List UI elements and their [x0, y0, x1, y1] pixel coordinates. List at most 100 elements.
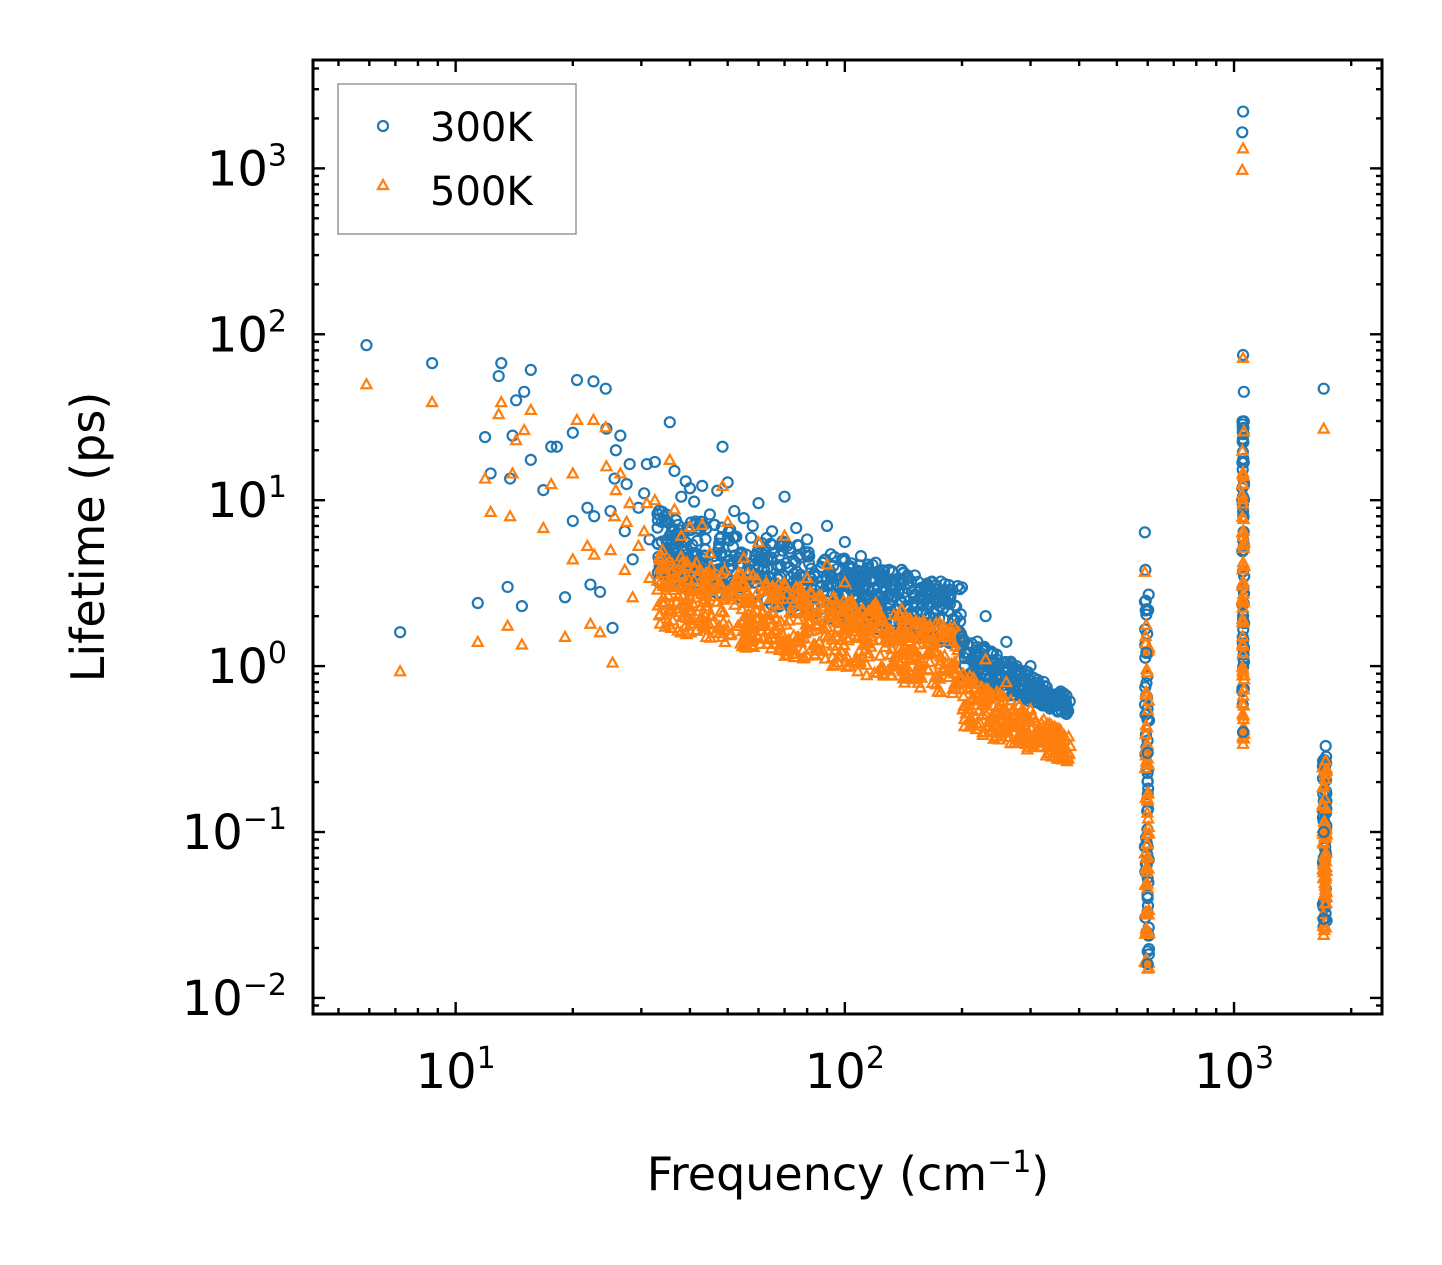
band-point-500k: [722, 627, 737, 641]
band-point-300k: [1236, 421, 1249, 435]
band-point-500k: [893, 628, 908, 641]
band-point-300k: [1027, 695, 1040, 708]
legend-box: [337, 83, 577, 235]
band-point-500k: [892, 640, 907, 654]
band-point-300k: [665, 525, 679, 538]
data-point-500k: [1049, 736, 1064, 749]
band-point-500k: [802, 603, 817, 616]
band-point-500k: [716, 605, 731, 618]
data-point-300k: [609, 444, 622, 457]
band-point-300k: [926, 592, 940, 605]
band-point-300k: [1031, 683, 1044, 696]
data-point-500k: [631, 538, 646, 552]
band-point-500k: [956, 666, 970, 679]
data-point-300k: [728, 504, 741, 518]
band-point-500k: [679, 626, 694, 640]
band-point-500k: [1236, 668, 1251, 681]
band-point-500k: [845, 620, 859, 633]
data-point-500k: [894, 602, 909, 615]
x-axis-label: Frequency (cm−1): [647, 1145, 1050, 1201]
data-point-500k: [695, 517, 710, 530]
band-point-500k: [1316, 796, 1330, 810]
data-point-500k: [1137, 564, 1152, 577]
band-point-300k: [1140, 603, 1153, 616]
band-point-300k: [1026, 684, 1039, 697]
data-point-300k: [1317, 382, 1330, 395]
band-point-500k: [820, 619, 834, 633]
data-point-500k: [1316, 927, 1331, 940]
band-point-500k: [696, 618, 710, 632]
band-point-500k: [673, 625, 688, 638]
band-point-300k: [695, 515, 708, 528]
data-point-300k: [1024, 660, 1037, 673]
legend-label-500k: 500K: [430, 169, 534, 215]
data-point-500k: [1237, 424, 1251, 437]
band-point-500k: [714, 580, 729, 593]
band-point-300k: [879, 582, 892, 595]
data-point-300k: [566, 514, 579, 528]
band-point-300k: [955, 581, 969, 594]
data-point-500k: [1236, 468, 1251, 482]
axis-tick-labels: 101 102 103 10−2 10−1 100 101 102 103: [182, 138, 1274, 1100]
data-point-500k: [1236, 141, 1250, 154]
band-point-500k: [1142, 902, 1156, 916]
band-point-500k: [995, 725, 1010, 738]
data-point-500k: [580, 538, 595, 552]
band-point-500k: [1046, 748, 1061, 761]
data-point-300k: [1141, 957, 1154, 971]
band-point-500k: [1004, 719, 1018, 732]
data-point-500k: [720, 514, 735, 527]
data-point-300k: [599, 382, 612, 395]
band-point-500k: [1236, 523, 1251, 536]
band-point-300k: [938, 577, 951, 591]
data-point-300k: [1000, 635, 1013, 648]
data-point-300k: [716, 440, 729, 453]
band-point-500k: [840, 622, 855, 636]
data-point-500k: [619, 514, 634, 527]
y-tick-label: 101: [207, 470, 287, 529]
data-point-500k: [515, 637, 529, 650]
data-point-300k: [626, 553, 639, 566]
data-point-300k: [588, 510, 601, 523]
band-point-500k: [887, 657, 901, 671]
band-point-500k: [772, 642, 787, 655]
band-point-500k: [902, 671, 917, 684]
data-point-500k: [570, 412, 584, 425]
band-point-500k: [1236, 698, 1251, 711]
band-point-300k: [660, 533, 673, 547]
band-point-500k: [902, 628, 917, 642]
band-point-500k: [710, 594, 724, 607]
band-point-500k: [925, 675, 940, 688]
band-point-300k: [893, 577, 906, 590]
band-point-500k: [1318, 771, 1332, 785]
data-point-300k: [1050, 694, 1063, 707]
band-point-500k: [750, 572, 765, 585]
band-point-500k: [800, 648, 815, 661]
data-point-300k: [501, 580, 514, 594]
band-point-300k: [997, 664, 1010, 677]
band-point-500k: [667, 568, 682, 582]
band-point-500k: [898, 622, 913, 635]
band-point-500k: [705, 583, 720, 596]
band-point-500k: [986, 698, 1001, 711]
band-point-500k: [683, 612, 698, 626]
band-point-500k: [802, 623, 817, 637]
band-point-500k: [824, 607, 839, 620]
data-point-500k: [1023, 701, 1038, 715]
data-point-500k: [603, 542, 618, 556]
band-point-500k: [738, 609, 752, 622]
data-point-500k: [937, 624, 952, 638]
data-point-500k: [917, 620, 932, 633]
band-point-500k: [1139, 617, 1154, 630]
data-point-300k: [663, 416, 676, 429]
band-point-500k: [913, 667, 927, 680]
data-point-300k: [608, 472, 621, 485]
band-point-500k: [1139, 859, 1154, 872]
data-point-300k: [737, 511, 750, 525]
data-point-300k: [495, 357, 508, 370]
band-point-500k: [814, 588, 829, 602]
data-point-300k: [656, 505, 669, 519]
band-point-500k: [1141, 907, 1156, 920]
band-point-500k: [676, 577, 691, 590]
band-point-500k: [896, 612, 910, 625]
